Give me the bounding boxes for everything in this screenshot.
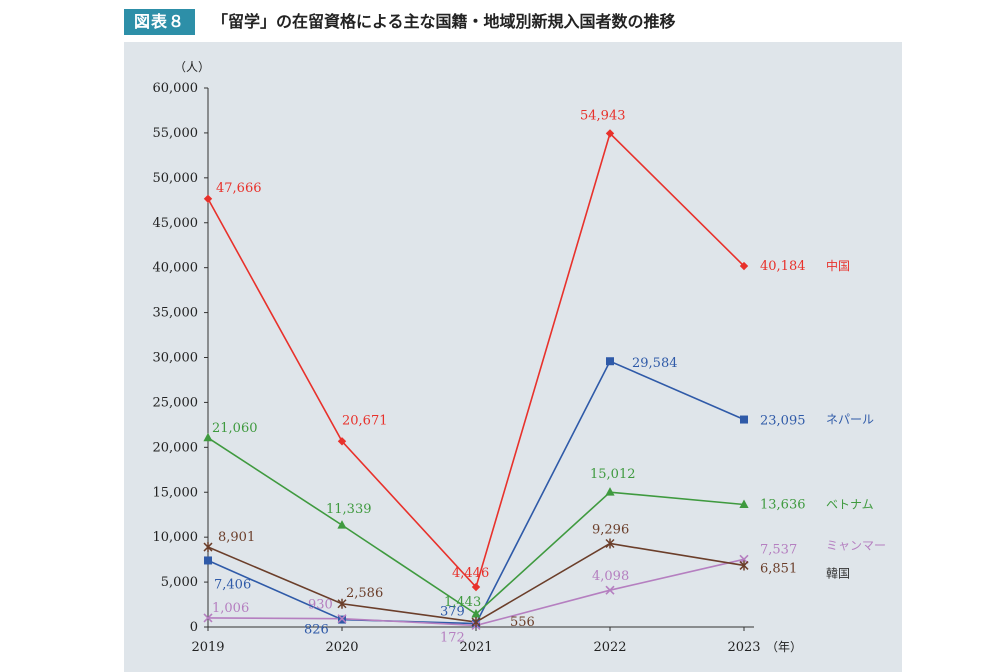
figure-header: 図表８ 「留学」の在留資格による主な国籍・地域別新規入国者数の推移: [0, 0, 985, 42]
series-markers: [203, 129, 749, 631]
data-label: 379: [440, 605, 465, 620]
y-tick-label: 30,000: [153, 351, 199, 366]
series-lines: [207, 131, 745, 627]
data-label: 29,584: [632, 356, 678, 371]
data-label: 556: [510, 615, 535, 630]
data-label: 23,095: [760, 414, 806, 429]
data-label: 11,339: [326, 502, 372, 517]
data-point-diamond: [203, 194, 213, 204]
x-tick-label: 2021: [459, 640, 492, 655]
y-tick-label: 45,000: [153, 216, 199, 231]
data-point-triangle: [337, 520, 347, 529]
data-point-triangle: [471, 609, 481, 618]
data-point-triangle: [739, 499, 749, 509]
data-point-star: [739, 560, 749, 571]
data-point-square: [740, 415, 748, 424]
data-label: 13,636: [760, 498, 806, 513]
y-tick-label: 20,000: [153, 440, 199, 455]
data-label: 47,666: [216, 181, 262, 196]
data-label: 9,296: [592, 522, 629, 537]
data-label: 8,901: [218, 530, 255, 545]
y-tick-label: 60,000: [153, 81, 199, 96]
data-point-x: [203, 613, 213, 623]
chart-title: 「留学」の在留資格による主な国籍・地域別新規入国者数の推移: [212, 12, 676, 31]
y-tick-label: 40,000: [153, 261, 199, 276]
data-point-star: [471, 617, 481, 628]
data-point-diamond: [739, 261, 749, 271]
y-tick-label: 55,000: [153, 126, 199, 141]
x-tick-label: 2023: [727, 640, 760, 655]
series-name-label: ネパール: [826, 413, 874, 427]
y-tick-label: 35,000: [153, 306, 199, 321]
data-point-star: [337, 598, 347, 609]
data-label: 7,406: [214, 577, 251, 592]
data-label: 7,537: [760, 542, 797, 557]
data-label: 15,012: [590, 467, 636, 482]
series-name-label: ミャンマー: [826, 538, 886, 552]
data-point-diamond: [605, 129, 615, 138]
data-label: 54,943: [580, 108, 626, 123]
data-label: 826: [304, 623, 329, 638]
axes: 0 5,000 10,000 15,000 20,000 25,000 30,000 35,0…: [153, 60, 803, 655]
series-name-label: 中国: [826, 258, 850, 273]
data-point-square: [204, 556, 212, 565]
data-label: 4,098: [592, 569, 629, 584]
data-label: 2,586: [346, 586, 383, 601]
data-point-x: [605, 585, 615, 595]
data-point-triangle: [203, 432, 213, 442]
data-point-star: [203, 542, 213, 553]
data-point-star: [605, 538, 615, 549]
series-name-label: 韓国: [826, 566, 850, 580]
y-axis-unit-label: （人）: [174, 60, 210, 74]
data-label: 930: [308, 598, 333, 613]
data-label: 1,443: [444, 595, 481, 610]
y-tick-label: 50,000: [153, 171, 199, 186]
data-point-x: [337, 614, 347, 624]
y-tick-label: 15,000: [153, 485, 199, 500]
y-tick-label: 10,000: [153, 530, 199, 545]
x-axis-unit-label: （年）: [766, 640, 802, 654]
figure-number-badge: 図表８: [124, 9, 196, 35]
data-label: 1,006: [212, 601, 249, 616]
y-tick-label: 5,000: [161, 575, 198, 590]
data-point-triangle: [605, 487, 615, 496]
y-tick-label: 25,000: [153, 395, 199, 410]
data-label: 172: [440, 630, 465, 645]
data-point-square: [606, 357, 614, 366]
x-tick-label: 2020: [325, 640, 358, 655]
data-label: 21,060: [212, 421, 258, 436]
data-label: 40,184: [760, 259, 806, 274]
data-labels: 47,666 20,671 4,446 54,943 40,184 中国 7,406 826 3…: [212, 108, 886, 645]
x-tick-label: 2019: [191, 640, 224, 655]
x-tick-label: 2022: [593, 640, 626, 655]
y-tick-label: 0: [190, 620, 198, 635]
data-label: 20,671: [342, 413, 388, 428]
series-name-label: ベトナム: [826, 498, 874, 512]
data-point-diamond: [337, 437, 347, 446]
data-point-diamond: [471, 582, 481, 592]
data-label: 6,851: [760, 561, 797, 576]
data-label: 4,446: [452, 566, 489, 581]
